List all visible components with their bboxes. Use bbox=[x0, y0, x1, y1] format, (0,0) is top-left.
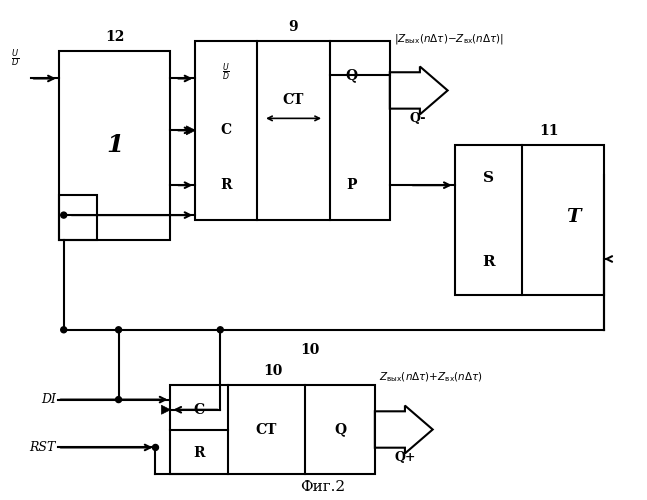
Text: CT: CT bbox=[282, 94, 304, 108]
Text: C: C bbox=[221, 124, 232, 138]
Text: S: S bbox=[483, 171, 494, 185]
Text: 10: 10 bbox=[263, 364, 282, 378]
Bar bbox=[59, 195, 96, 240]
Text: R: R bbox=[482, 255, 495, 269]
Text: 12: 12 bbox=[105, 30, 124, 44]
Text: P: P bbox=[347, 178, 357, 192]
Text: 10: 10 bbox=[300, 342, 320, 356]
Text: Q+: Q+ bbox=[395, 451, 416, 464]
Bar bbox=[170, 384, 375, 474]
Text: RST: RST bbox=[29, 441, 56, 454]
Circle shape bbox=[153, 444, 159, 450]
Text: 11: 11 bbox=[540, 124, 559, 138]
Text: R: R bbox=[221, 178, 232, 192]
Circle shape bbox=[116, 396, 122, 402]
Bar bbox=[455, 146, 604, 295]
Text: $\frac{U}{D}$: $\frac{U}{D}$ bbox=[11, 48, 19, 70]
Circle shape bbox=[61, 327, 67, 333]
Bar bbox=[59, 50, 170, 240]
Text: T: T bbox=[566, 208, 580, 226]
Text: R: R bbox=[193, 446, 205, 460]
Text: Q: Q bbox=[346, 68, 358, 82]
Text: $Z_{\rm вых}(n\Delta\tau){+}Z_{\rm вх}(n\Delta\tau)$: $Z_{\rm вых}(n\Delta\tau){+}Z_{\rm вх}(n… bbox=[379, 371, 483, 384]
Text: C: C bbox=[194, 403, 205, 417]
Text: $\frac{U}{D}$: $\frac{U}{D}$ bbox=[223, 62, 230, 83]
Text: Q: Q bbox=[334, 422, 346, 436]
Circle shape bbox=[61, 212, 67, 218]
Text: $|Z_{\rm вых}(n\Delta\tau){-}Z_{\rm вх}(n\Delta\tau)|$: $|Z_{\rm вых}(n\Delta\tau){-}Z_{\rm вх}(… bbox=[394, 32, 504, 46]
Polygon shape bbox=[162, 406, 170, 414]
Circle shape bbox=[217, 327, 223, 333]
Text: Q-: Q- bbox=[410, 112, 426, 125]
Circle shape bbox=[116, 327, 122, 333]
Polygon shape bbox=[186, 126, 195, 135]
Text: DI: DI bbox=[41, 393, 56, 406]
Text: CT: CT bbox=[256, 422, 277, 436]
Bar bbox=[195, 40, 389, 220]
Text: 1: 1 bbox=[106, 134, 124, 158]
Text: Фиг.2: Фиг.2 bbox=[300, 480, 345, 494]
Text: 9: 9 bbox=[288, 20, 298, 34]
